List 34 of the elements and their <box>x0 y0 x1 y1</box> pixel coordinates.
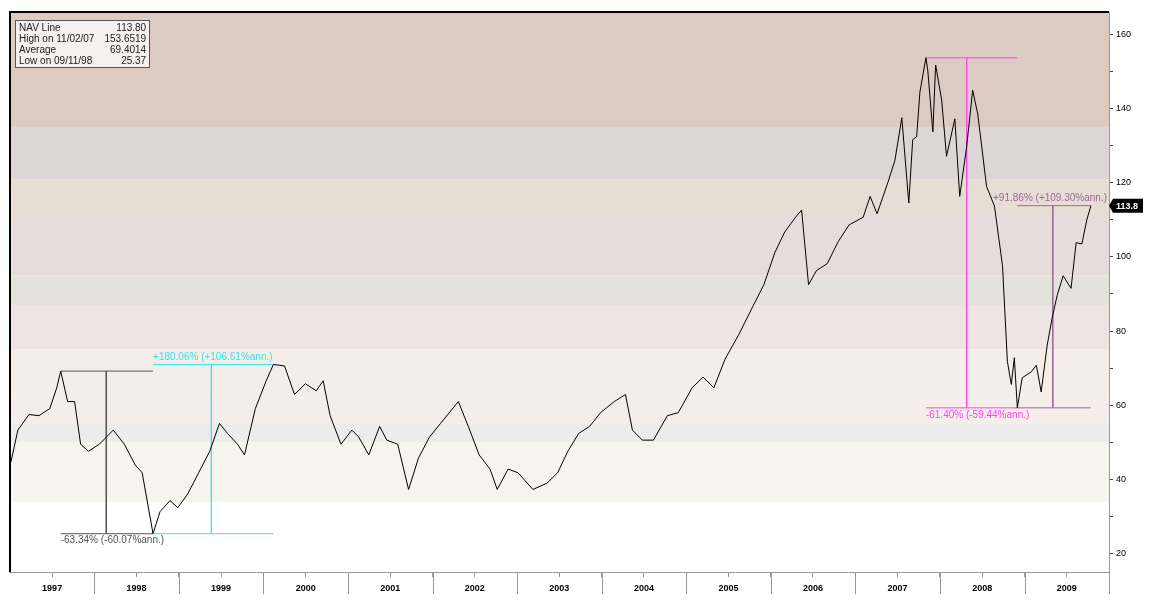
x-tick-label: 2003 <box>549 583 570 594</box>
annotation: -61.40% (-59.44%ann.) <box>925 408 1030 420</box>
annotation: 153.6519 <box>104 33 147 44</box>
annotation: Low on 09/11/98 <box>19 55 94 66</box>
annotation: Average <box>19 44 57 55</box>
annotation: High on 11/02/07 <box>19 33 95 44</box>
x-tick-label: 2004 <box>633 583 654 594</box>
x-tick-label: 2006 <box>802 583 823 594</box>
x-tick-label: 2000 <box>295 583 316 594</box>
annotation: +91.86% (+109.30%ann.) <box>993 192 1108 204</box>
x-tick-label: 1999 <box>211 583 232 594</box>
y-tick-label: 40 <box>1116 473 1127 484</box>
y-tick-label: 80 <box>1116 325 1127 336</box>
x-tick-label: 2005 <box>718 583 739 594</box>
annotation: +180.06% (+106.61%ann.) <box>153 351 273 363</box>
y-tick-label: 120 <box>1116 177 1132 188</box>
x-tick-label: 1998 <box>126 583 147 594</box>
y-tick-label: 100 <box>1116 251 1132 262</box>
x-tick-label: 2007 <box>887 583 908 594</box>
x-tick-label: 2008 <box>972 583 993 594</box>
y-tick-label: 60 <box>1116 399 1127 410</box>
y-tick-label: 160 <box>1116 28 1132 39</box>
annotation: 69.4014 <box>109 44 147 55</box>
annotation: -63.34% (-60.07%ann.) <box>60 534 165 546</box>
x-tick-label: 1997 <box>42 583 63 594</box>
annotation: 113.8 <box>1116 201 1139 212</box>
annotation: 113.80 <box>115 22 147 33</box>
x-tick-label: 2002 <box>464 583 485 594</box>
y-tick-label: 140 <box>1116 102 1132 113</box>
annotation: 25.37 <box>120 55 147 66</box>
y-tick-label: 20 <box>1116 548 1127 559</box>
x-tick-label: 2001 <box>380 583 401 594</box>
x-tick-label: 2009 <box>1056 583 1077 594</box>
annotation: NAV Line <box>19 22 62 33</box>
